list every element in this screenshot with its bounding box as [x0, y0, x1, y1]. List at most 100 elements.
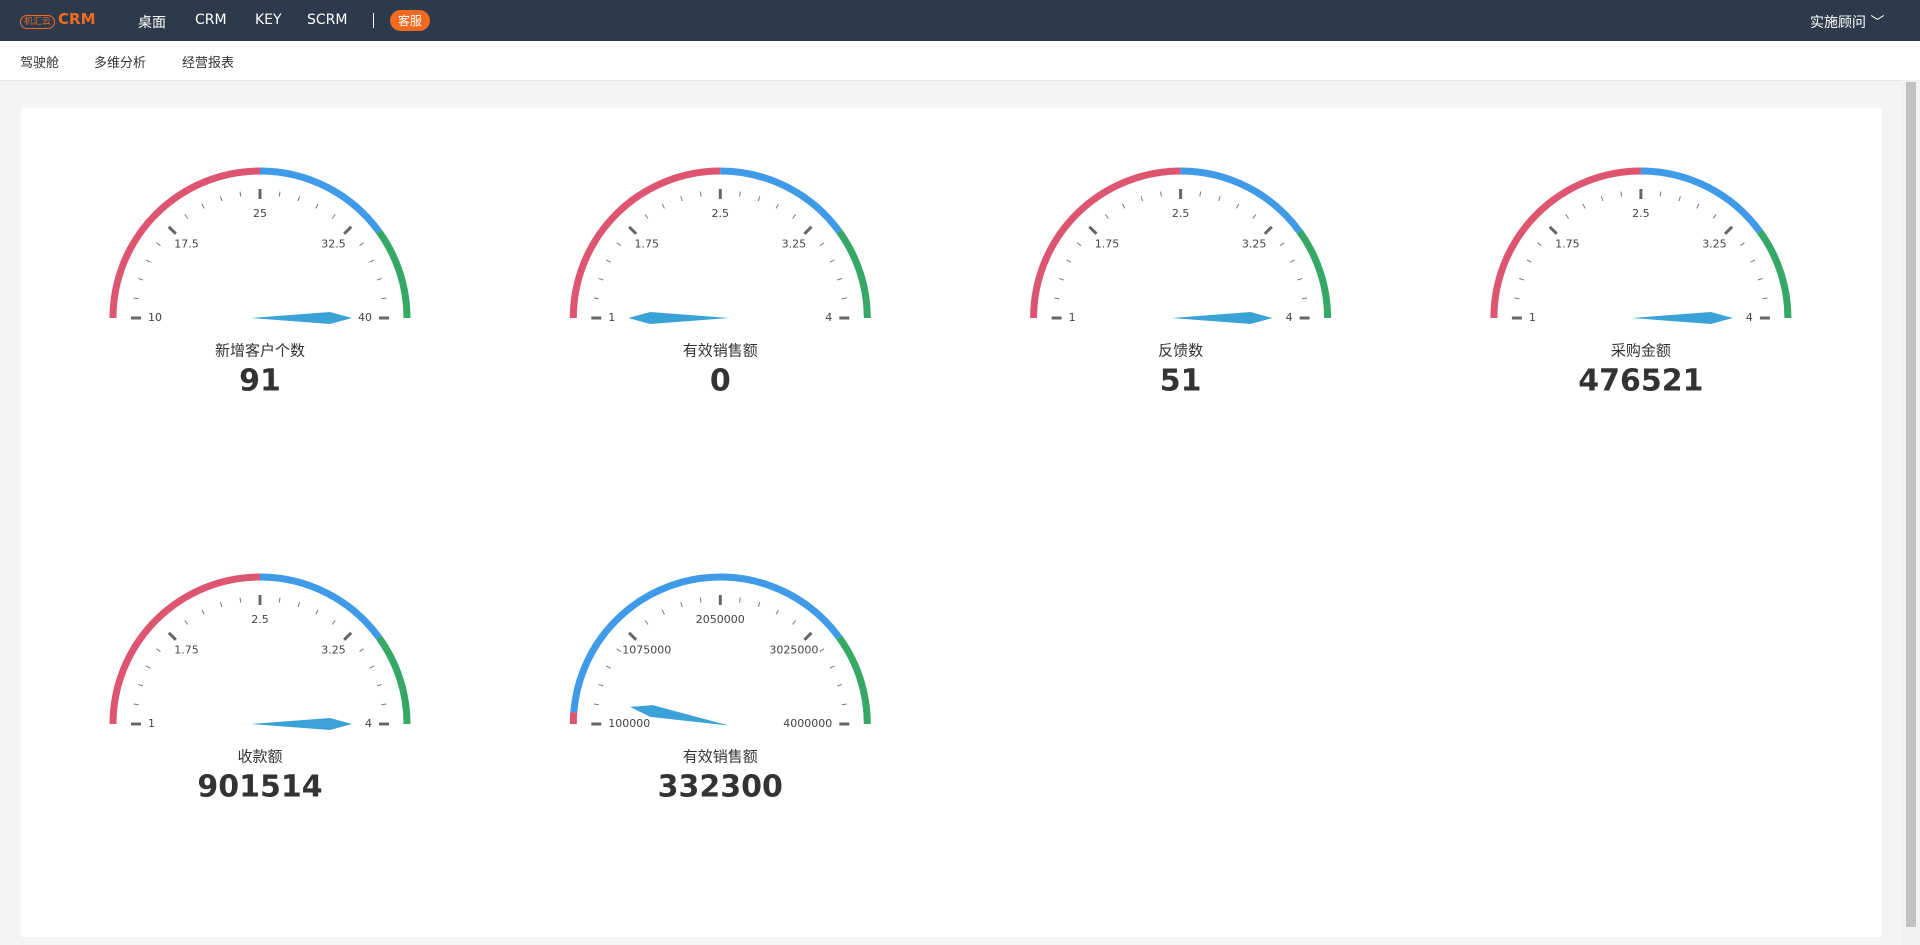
needle [1631, 312, 1733, 324]
major-tick [1723, 225, 1734, 235]
minor-tick [201, 203, 205, 209]
tick-label: 1 [1529, 311, 1536, 324]
minor-tick [1519, 277, 1525, 281]
minor-tick [315, 609, 319, 615]
tick-label: 3.25 [1702, 237, 1727, 250]
minor-tick [792, 620, 796, 625]
service-badge[interactable]: 客服 [390, 10, 431, 31]
minor-tick [184, 620, 189, 625]
top-nav: 机汇云 CRM 桌面 CRM KEY SCRM 客服 实施顾问 ﹀ [0, 0, 1920, 41]
scroll-thumb[interactable] [1906, 82, 1916, 927]
minor-tick [1582, 203, 1586, 209]
minor-tick [1565, 214, 1570, 219]
gauge-band [109, 167, 261, 319]
minor-tick [644, 214, 649, 219]
gauge-value: 91 [239, 364, 281, 399]
user-name: 实施顾问 [1810, 15, 1866, 31]
tick-label: 4 [1286, 311, 1293, 324]
nav-item[interactable]: 桌面 [138, 15, 166, 31]
major-tick [628, 631, 638, 641]
minor-tick [1526, 259, 1532, 263]
major-tick [1263, 225, 1273, 235]
minor-tick [138, 277, 144, 281]
major-tick [1548, 225, 1558, 235]
minor-tick [1160, 191, 1162, 197]
minor-tick [239, 597, 242, 603]
minor-tick [593, 703, 599, 706]
major-tick [343, 631, 353, 641]
gauge-value: 476521 [1578, 364, 1703, 399]
minor-tick [369, 665, 375, 669]
nav-item[interactable]: KEY [255, 12, 282, 28]
gauge-band [376, 229, 411, 319]
gauge-band [720, 167, 843, 234]
nav-item[interactable]: CRM [195, 12, 227, 28]
needle [251, 718, 352, 730]
minor-tick [606, 665, 611, 669]
minor-tick [145, 665, 151, 669]
minor-tick [819, 242, 825, 247]
tick-label: 1 [608, 311, 615, 324]
minor-tick [680, 196, 683, 202]
needle [629, 705, 730, 726]
tick-label: 32.5 [321, 237, 346, 250]
minor-tick [837, 683, 843, 687]
user-menu[interactable]: 实施顾问 ﹀ [1810, 15, 1885, 31]
minor-tick [1140, 196, 1144, 202]
minor-tick [644, 620, 649, 625]
nav-item[interactable]: SCRM [307, 12, 348, 28]
minor-tick [1122, 203, 1126, 209]
logo[interactable]: 机汇云 CRM [20, 10, 96, 29]
minor-tick [829, 665, 835, 669]
minor-tick [1279, 242, 1285, 247]
minor-tick [156, 648, 161, 653]
minor-tick [1066, 259, 1072, 263]
minor-tick [841, 703, 847, 706]
tick-label: 3.25 [1242, 237, 1267, 250]
minor-tick [775, 609, 779, 615]
tab[interactable]: 经营报表 [182, 56, 235, 71]
major-tick [1088, 225, 1098, 235]
tick-label: 2.5 [1172, 207, 1190, 220]
minor-tick [739, 191, 741, 197]
minor-tick [593, 297, 599, 300]
gauge-band [1640, 167, 1763, 234]
major-tick [167, 631, 177, 641]
tab[interactable]: 多维分析 [94, 56, 147, 71]
gauge-band [1756, 229, 1792, 319]
separator [373, 13, 374, 28]
minor-tick [1058, 277, 1064, 281]
minor-tick [138, 683, 144, 687]
minor-tick [239, 191, 242, 197]
scrollbar[interactable] [1902, 80, 1920, 945]
needle [251, 312, 352, 324]
gauge-band [259, 573, 382, 640]
tick-label: 3.25 [321, 643, 346, 656]
needle [628, 312, 730, 324]
minor-tick [331, 620, 336, 625]
minor-tick [369, 259, 375, 263]
minor-tick [680, 602, 683, 608]
gauge-value: 0 [710, 364, 731, 399]
gauge-band [109, 573, 261, 725]
minor-tick [184, 214, 189, 219]
major-tick [167, 225, 177, 235]
minor-tick [837, 277, 843, 281]
tab[interactable]: 驾驶舱 [20, 56, 60, 71]
tick-label: 10 [148, 311, 162, 324]
minor-tick [1104, 214, 1109, 219]
minor-tick [133, 297, 139, 300]
minor-tick [1252, 214, 1257, 219]
minor-tick [661, 203, 665, 209]
tick-label: 4 [365, 717, 372, 730]
minor-tick [359, 648, 364, 653]
minor-tick [739, 597, 741, 603]
minor-tick [1696, 203, 1700, 209]
minor-tick [699, 597, 702, 603]
sub-nav: 驾驶舱 多维分析 经营报表 [0, 41, 1920, 81]
minor-tick [376, 683, 382, 687]
minor-tick [1297, 277, 1303, 281]
tick-label: 1075000 [622, 643, 671, 656]
gauge-title: 有效销售额 [683, 342, 758, 360]
gauge-band [836, 229, 871, 319]
